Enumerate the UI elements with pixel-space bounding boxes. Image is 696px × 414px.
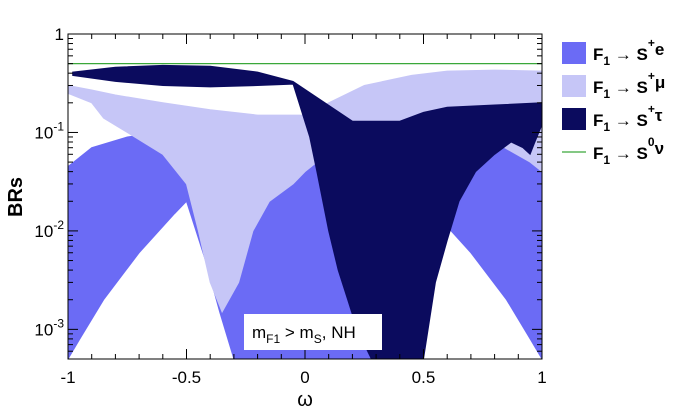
x-tick-label: -1 [60,368,75,387]
legend-item: F1 → S+τ [562,102,663,134]
legend-swatch [562,42,586,64]
axes-layer: -1 -0.5 0 0.5 1 10-3 10-2 10-1 1 [34,25,546,387]
y-tick-label: 10-2 [34,218,64,241]
annotation-text: mF1 > mS, NH [252,323,356,346]
x-tick-label: 1 [537,368,546,387]
y-tick-label: 1 [55,25,64,44]
y-axis-title: BRs [5,177,27,217]
x-axis-title: ω [297,389,313,411]
legend: F1 → S+eF1 → S+μF1 → S+τF1 → S0ν [562,36,665,167]
legend-swatch [562,108,586,130]
legend-label: F1 → S+μ [593,69,665,101]
legend-item: F1 → S+μ [562,69,665,101]
legend-label: F1 → S+e [593,36,664,68]
legend-label: F1 → S0ν [593,135,664,167]
series-layer [68,62,542,359]
x-tick-label: 0 [300,368,309,387]
y-tick-label: 10-1 [34,119,64,142]
x-tick-label: -0.5 [172,368,201,387]
legend-label: F1 → S+τ [593,102,663,134]
series-f1-s-band [72,64,542,359]
annotation-background [244,314,382,350]
legend-item: F1 → S+e [562,36,664,68]
legend-swatch [562,75,586,97]
legend-item: F1 → S0ν [562,135,664,167]
annotation-box: mF1 > mS, NH [244,314,382,350]
y-tick-label: 10-3 [34,316,64,339]
x-tick-label: 0.5 [412,368,436,387]
